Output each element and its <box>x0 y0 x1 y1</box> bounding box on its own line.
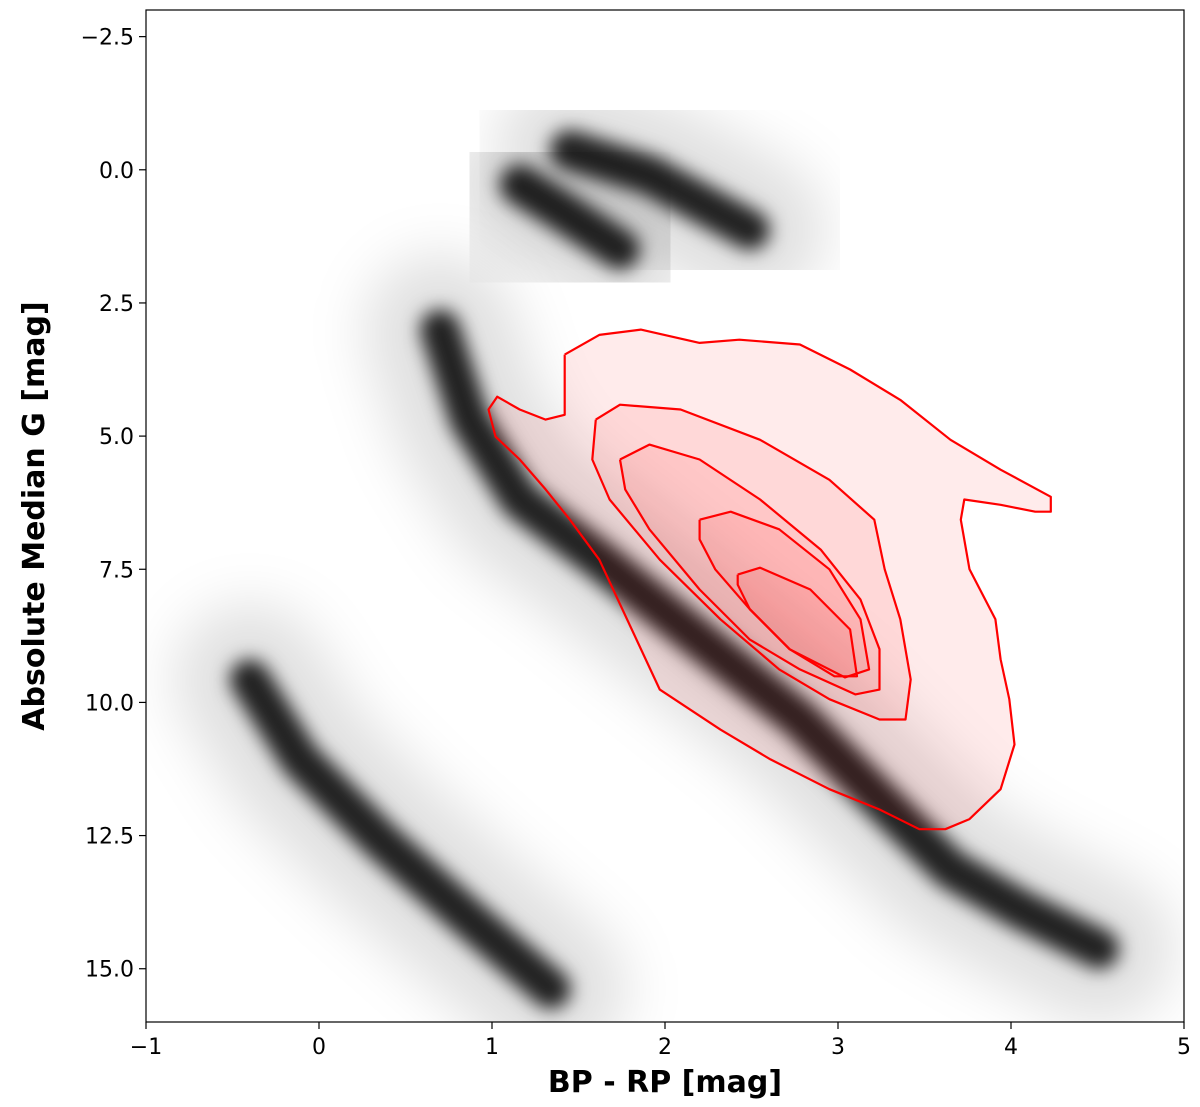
x-tick-label: 4 <box>1004 1035 1018 1060</box>
y-axis-label: Absolute Median G [mag] <box>17 301 52 730</box>
density-core <box>229 659 571 1009</box>
y-tick-label: −2.5 <box>81 26 134 51</box>
density-core <box>420 309 1120 969</box>
contour-line <box>591 403 912 721</box>
plot-area <box>174 75 1175 1022</box>
y-tick-label: 0.0 <box>99 159 134 184</box>
x-axis-label: BP - RP [mag] <box>548 1065 782 1100</box>
y-tick-label: 7.5 <box>99 558 134 583</box>
x-tick-label: 0 <box>312 1035 326 1060</box>
x-tick-label: 5 <box>1177 1035 1191 1060</box>
contour-line <box>736 566 859 678</box>
y-tick-label: 10.0 <box>85 691 134 716</box>
y-tick-label: 15.0 <box>85 958 134 983</box>
contour-line <box>618 443 881 696</box>
x-tick-label: 1 <box>485 1035 499 1060</box>
x-tick-label: −1 <box>130 1035 162 1060</box>
y-tick-label: 2.5 <box>99 292 134 317</box>
y-tick-label: 12.5 <box>85 825 134 850</box>
x-tick-label: 2 <box>658 1035 672 1060</box>
x-tick-label: 3 <box>831 1035 845 1060</box>
y-tick-label: 5.0 <box>99 425 134 450</box>
density-core <box>549 130 770 250</box>
